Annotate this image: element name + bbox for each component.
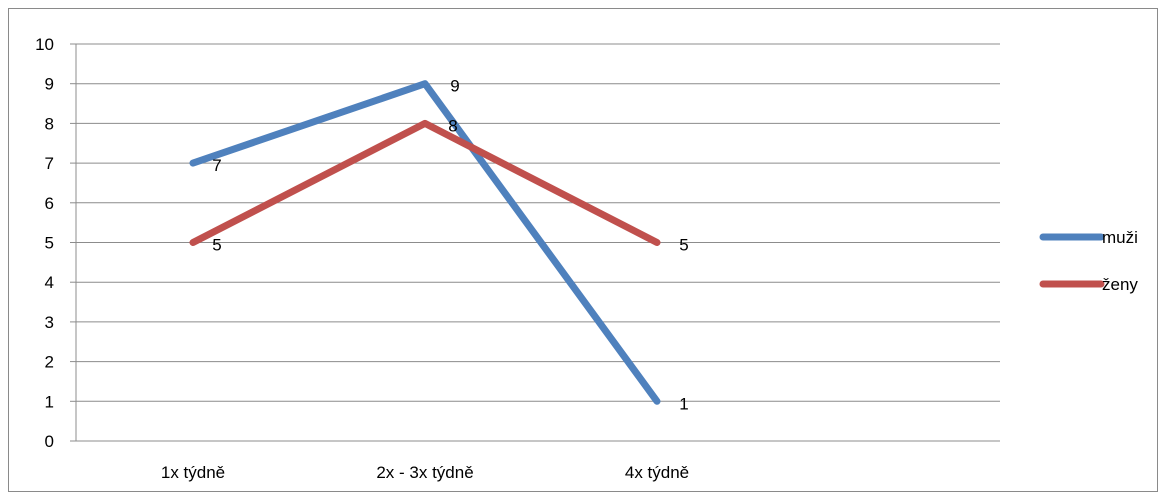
- series-lines: [189, 80, 661, 405]
- data-label: 9: [450, 77, 459, 96]
- y-tick-label: 4: [45, 273, 54, 292]
- series-line-1: [189, 119, 661, 246]
- y-tick-label: 9: [45, 75, 54, 94]
- y-tick-label: 6: [45, 194, 54, 213]
- y-tick-label: 2: [45, 353, 54, 372]
- y-tick-label: 1: [45, 392, 54, 411]
- data-label: 8: [448, 116, 457, 135]
- y-tick-label: 0: [45, 432, 54, 451]
- legend: muži ženy: [1039, 228, 1138, 294]
- y-tick-label: 3: [45, 313, 54, 332]
- x-tick-label: 2x - 3x týdně: [376, 463, 473, 482]
- y-tick-label: 5: [45, 234, 54, 253]
- y-tick-label: 7: [45, 154, 54, 173]
- chart-frame: [8, 8, 1158, 492]
- legend-label: ženy: [1102, 275, 1138, 294]
- y-tick-label: 10: [35, 35, 54, 54]
- x-tick-label: 1x týdně: [161, 463, 225, 482]
- data-label: 7: [212, 156, 221, 175]
- legend-label: muži: [1102, 228, 1138, 247]
- axes: [70, 43, 1000, 442]
- series-line-0: [189, 80, 661, 405]
- x-axis-tick-labels: 1x týdně 2x - 3x týdně 4x týdně: [161, 463, 689, 482]
- data-label: 5: [212, 236, 221, 255]
- gridlines: [76, 43, 1000, 402]
- x-tick-label: 4x týdně: [625, 463, 689, 482]
- data-label: 1: [679, 394, 688, 413]
- y-axis-tick-labels: 0 1 2 3 4 5 6 7 8 9 10: [35, 35, 54, 451]
- data-label: 5: [679, 236, 688, 255]
- data-labels: 7 9 1 5 8 5: [212, 77, 688, 414]
- y-tick-label: 8: [45, 114, 54, 133]
